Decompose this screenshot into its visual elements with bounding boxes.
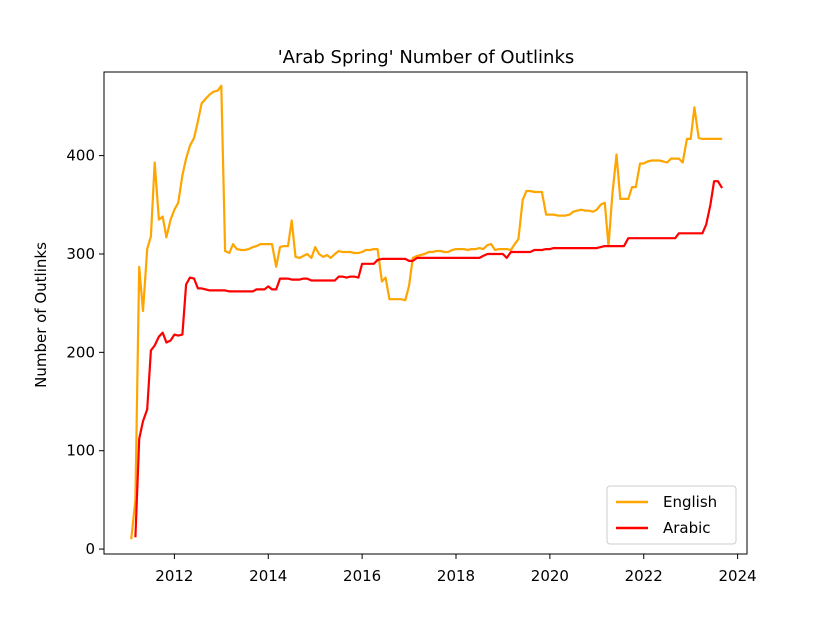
legend-label-arabic: Arabic (663, 519, 711, 537)
legend-label-english: English (663, 493, 717, 511)
y-tick-label: 100 (66, 442, 95, 460)
plot-lines (130, 84, 724, 540)
legend-box (606, 485, 737, 545)
y-tick-label: 300 (66, 245, 95, 263)
x-tick-label: 2024 (719, 567, 757, 585)
y-tick-label: 0 (85, 540, 95, 558)
x-tick-label: 2018 (437, 567, 475, 585)
y-tick-label: 400 (66, 147, 95, 165)
plot-frame (103, 71, 748, 555)
x-tick-label: 2016 (343, 567, 381, 585)
series-line-arabic (134, 180, 724, 538)
y-tick-label: 200 (66, 343, 95, 361)
legend: English Arabic (606, 485, 737, 545)
x-tick-label: 2020 (531, 567, 569, 585)
x-tick-label: 2014 (249, 567, 287, 585)
axis-ticks: 2012 2014 2016 2018 2020 2022 2024 0 100 200 300 40… (66, 147, 756, 585)
chart-title: 'Arab Spring' Number of Outlinks (278, 47, 575, 68)
series-line-english (130, 84, 723, 540)
x-tick-label: 2022 (625, 567, 663, 585)
y-axis-label: Number of Outlinks (32, 242, 50, 388)
x-tick-label: 2012 (155, 567, 193, 585)
